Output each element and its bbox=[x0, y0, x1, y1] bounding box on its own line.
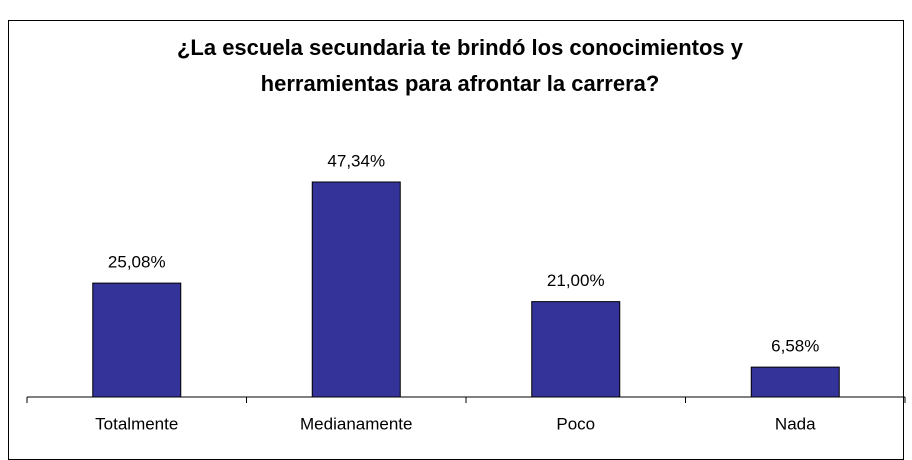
x-tick-label: Medianamente bbox=[300, 414, 412, 433]
bar bbox=[531, 301, 621, 398]
x-tick-label: Nada bbox=[775, 414, 816, 433]
x-tick-label: Totalmente bbox=[95, 414, 178, 433]
data-label: 6,58% bbox=[771, 337, 819, 356]
data-label: 47,34% bbox=[327, 151, 385, 170]
bar bbox=[750, 366, 840, 398]
data-label: 25,08% bbox=[108, 253, 166, 272]
chart-title: ¿La escuela secundaria te brindó los con… bbox=[176, 35, 744, 96]
data-label: 21,00% bbox=[547, 271, 605, 290]
bar bbox=[92, 282, 182, 398]
x-tick-label: Poco bbox=[556, 414, 595, 433]
bar bbox=[311, 181, 401, 398]
